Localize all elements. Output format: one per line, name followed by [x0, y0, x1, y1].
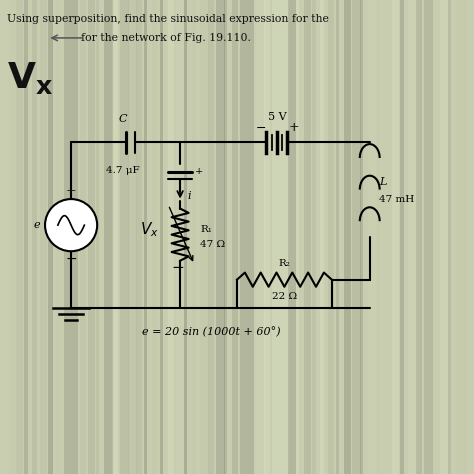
- Text: 22 Ω: 22 Ω: [272, 292, 297, 301]
- Text: −: −: [65, 252, 77, 266]
- Text: +: +: [289, 121, 299, 135]
- Text: R₂: R₂: [278, 259, 291, 267]
- Text: 5 V: 5 V: [267, 112, 286, 122]
- Text: L: L: [379, 177, 387, 188]
- Text: e: e: [34, 220, 40, 230]
- Text: 47 Ω: 47 Ω: [200, 240, 225, 248]
- Text: −: −: [172, 261, 184, 275]
- Text: $V_x$: $V_x$: [140, 220, 159, 239]
- Text: i: i: [187, 191, 191, 201]
- Text: C: C: [119, 114, 128, 124]
- Circle shape: [45, 199, 97, 251]
- Text: for the network of Fig. 19.110.: for the network of Fig. 19.110.: [81, 33, 250, 43]
- Text: $\mathbf{V_x}$: $\mathbf{V_x}$: [7, 60, 53, 96]
- Text: e = 20 sin (1000t + 60°): e = 20 sin (1000t + 60°): [142, 327, 281, 337]
- Text: +: +: [195, 167, 203, 176]
- Text: 4.7 μF: 4.7 μF: [107, 166, 140, 175]
- Text: −: −: [255, 121, 266, 135]
- Text: +: +: [66, 184, 76, 198]
- Text: 47 mH: 47 mH: [379, 195, 414, 203]
- Text: R₁: R₁: [200, 226, 212, 234]
- Text: Using superposition, find the sinusoidal expression for the: Using superposition, find the sinusoidal…: [7, 14, 329, 24]
